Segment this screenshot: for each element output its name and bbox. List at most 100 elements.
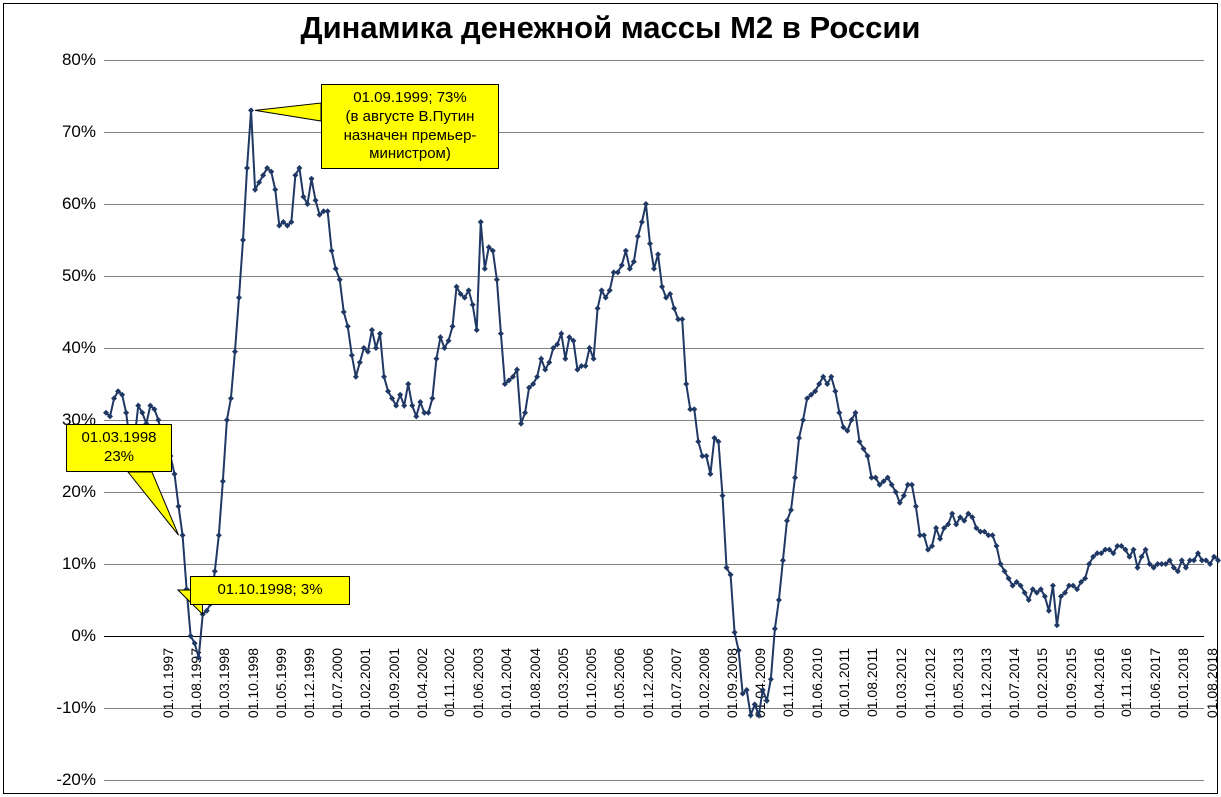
data-point (949, 511, 955, 517)
data-point (1135, 565, 1141, 571)
data-point (333, 266, 339, 272)
y-axis-label: 20% (62, 482, 96, 502)
data-point (357, 359, 363, 365)
data-point (232, 349, 238, 355)
data-point (450, 323, 456, 329)
data-point (413, 413, 419, 419)
data-series (104, 60, 1204, 780)
data-point (937, 536, 943, 542)
data-point (212, 568, 218, 574)
data-point (683, 381, 689, 387)
data-point (417, 399, 423, 405)
callout-line: назначен премьер- (330, 127, 490, 146)
data-point (1046, 608, 1052, 614)
data-point (659, 284, 665, 290)
y-axis-label: 0% (71, 626, 96, 646)
data-point (248, 107, 254, 113)
data-point (832, 388, 838, 394)
callout: 01.10.1998; 3% (190, 576, 350, 605)
data-point (518, 421, 524, 427)
y-axis-label: -10% (56, 698, 96, 718)
data-point (313, 197, 319, 203)
data-point (180, 532, 186, 538)
data-point (405, 381, 411, 387)
callout: 01.09.1999; 73%(в августе В.Путинназначе… (321, 84, 499, 169)
callout-pointer (128, 472, 179, 535)
data-point (538, 356, 544, 362)
data-point (397, 392, 403, 398)
data-point (784, 518, 790, 524)
y-axis-label: 40% (62, 338, 96, 358)
data-point (913, 503, 919, 509)
y-axis-label: 10% (62, 554, 96, 574)
series-line (106, 110, 1218, 715)
data-point (595, 305, 601, 311)
data-point (933, 525, 939, 531)
data-point (587, 345, 593, 351)
data-point (776, 597, 782, 603)
y-axis-label: 60% (62, 194, 96, 214)
y-axis-label: 80% (62, 50, 96, 70)
callout-line: 01.10.1998; 3% (199, 581, 341, 600)
callout-line: министром) (330, 145, 490, 164)
data-point (474, 327, 480, 333)
data-point (381, 374, 387, 380)
y-axis-label: 50% (62, 266, 96, 286)
callout-line: 01.03.1998 (75, 429, 163, 448)
data-point (373, 345, 379, 351)
data-point (796, 435, 802, 441)
data-point (679, 316, 685, 322)
data-point (695, 439, 701, 445)
callout-line: 01.09.1999; 73% (330, 89, 490, 108)
data-point (1050, 583, 1056, 589)
data-point (707, 471, 713, 477)
data-point (228, 395, 234, 401)
data-point (494, 277, 500, 283)
data-point (176, 503, 182, 509)
data-point (155, 417, 161, 423)
data-point (993, 543, 999, 549)
data-point (236, 295, 242, 301)
data-point (788, 507, 794, 513)
data-point (498, 331, 504, 337)
data-point (752, 701, 758, 707)
callout: 01.03.199823% (66, 424, 172, 472)
y-axis-label: 70% (62, 122, 96, 142)
data-point (196, 655, 202, 661)
data-point (768, 676, 774, 682)
data-point (989, 532, 995, 538)
plot-area: -20%-10%0%10%20%30%40%50%60%70%80%01.01.… (104, 60, 1204, 780)
data-point (216, 532, 222, 538)
data-point (437, 334, 443, 340)
data-point (272, 187, 278, 193)
data-point (224, 417, 230, 423)
data-point (349, 352, 355, 358)
data-point (921, 532, 927, 538)
data-point (800, 417, 806, 423)
y-axis-label: -20% (56, 770, 96, 790)
data-point (764, 698, 770, 704)
callout-line: 23% (75, 448, 163, 467)
data-point (643, 201, 649, 207)
data-point (772, 626, 778, 632)
data-point (792, 475, 798, 481)
data-point (1054, 622, 1060, 628)
data-point (736, 647, 742, 653)
data-point (244, 165, 250, 171)
data-point (309, 176, 315, 182)
data-point (836, 410, 842, 416)
data-point (478, 219, 484, 225)
x-axis-label: 01.08.2018 (1204, 648, 1220, 718)
data-point (482, 266, 488, 272)
data-point (780, 557, 786, 563)
data-point (639, 219, 645, 225)
data-point (760, 687, 766, 693)
data-point (623, 248, 629, 254)
data-point (220, 478, 226, 484)
data-point (409, 403, 415, 409)
data-point (591, 356, 597, 362)
data-point (703, 453, 709, 459)
data-point (329, 248, 335, 254)
chart-title: Динамика денежной массы М2 в России (4, 10, 1217, 46)
data-point (425, 410, 431, 416)
